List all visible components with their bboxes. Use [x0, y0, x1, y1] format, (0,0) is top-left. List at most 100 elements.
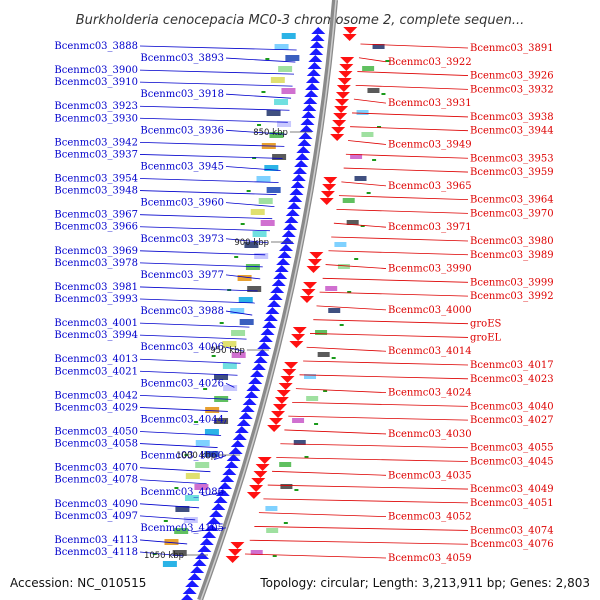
left-gene-label[interactable]: Bcenmc03_3910: [54, 77, 138, 88]
right-gene-label[interactable]: Bcenmc03_3971: [388, 222, 472, 233]
right-gene-label[interactable]: Bcenmc03_4027: [470, 415, 554, 426]
left-gene-label[interactable]: Bcenmc03_3942: [54, 137, 138, 148]
left-gene-label[interactable]: Bcenmc03_4060: [140, 451, 224, 462]
right-gene-label[interactable]: Bcenmc03_3953: [470, 153, 554, 164]
right-gene-label[interactable]: Bcenmc03_4059: [388, 553, 472, 564]
left-gene-label[interactable]: Bcenmc03_4044: [140, 414, 224, 425]
right-gene-label[interactable]: Bcenmc03_3980: [470, 236, 554, 247]
feature-box: [231, 352, 246, 358]
feature-dot: [261, 91, 266, 93]
forward-gene-arrow: [222, 468, 237, 475]
right-gene-label[interactable]: Bcenmc03_4014: [388, 346, 472, 357]
left-gene-label[interactable]: Bcenmc03_4001: [54, 318, 138, 329]
left-gene-label[interactable]: Bcenmc03_4006: [140, 342, 224, 353]
right-gene-label[interactable]: Bcenmc03_3964: [470, 195, 554, 206]
left-gene-label[interactable]: Bcenmc03_4021: [54, 366, 138, 377]
right-gene-label[interactable]: groEL: [470, 332, 502, 343]
left-gene-label[interactable]: Bcenmc03_3936: [140, 125, 224, 136]
right-gene-label[interactable]: Bcenmc03_3932: [470, 84, 554, 95]
right-gene-label[interactable]: Bcenmc03_4000: [388, 305, 472, 316]
right-gene-label[interactable]: Bcenmc03_3989: [470, 250, 554, 261]
left-gene-label[interactable]: Bcenmc03_3994: [54, 330, 138, 341]
feature-dot: [331, 357, 336, 359]
left-gene-label[interactable]: Bcenmc03_4113: [54, 535, 138, 546]
right-gene-label[interactable]: Bcenmc03_3931: [388, 98, 472, 109]
feature-box: [250, 209, 265, 215]
right-gene-label[interactable]: Bcenmc03_4076: [470, 539, 554, 550]
right-gene-label[interactable]: Bcenmc03_4035: [388, 470, 472, 481]
forward-gene-arrow: [255, 349, 270, 356]
left-gene-label[interactable]: Bcenmc03_3977: [140, 270, 224, 281]
left-gene-label[interactable]: Bcenmc03_4013: [54, 354, 138, 365]
left-gene-label[interactable]: Bcenmc03_3918: [140, 89, 224, 100]
right-gene-label[interactable]: Bcenmc03_3959: [470, 167, 554, 178]
right-gene-label[interactable]: Bcenmc03_4017: [470, 360, 554, 371]
left-gene-label[interactable]: Bcenmc03_3923: [54, 101, 138, 112]
left-gene-label[interactable]: Bcenmc03_4078: [54, 475, 138, 486]
right-gene-label[interactable]: Bcenmc03_3999: [470, 277, 554, 288]
right-gene-label[interactable]: Bcenmc03_4045: [470, 457, 554, 468]
left-gene-label[interactable]: Bcenmc03_3993: [54, 294, 138, 305]
right-gene-label[interactable]: Bcenmc03_3922: [388, 57, 472, 68]
left-gene-label[interactable]: Bcenmc03_4058: [54, 439, 138, 450]
right-gene-label[interactable]: Bcenmc03_3992: [470, 291, 554, 302]
left-gene-label[interactable]: Bcenmc03_3966: [54, 222, 138, 233]
left-gene-label[interactable]: Bcenmc03_3988: [140, 306, 224, 317]
left-gene-label[interactable]: Bcenmc03_3973: [140, 234, 224, 245]
left-gene-label[interactable]: Bcenmc03_3930: [54, 113, 138, 124]
forward-gene-arrow: [295, 153, 310, 160]
reverse-gene-arrow: [228, 549, 243, 556]
left-gene-label[interactable]: Bcenmc03_4097: [54, 511, 138, 522]
right-gene-label[interactable]: Bcenmc03_4023: [470, 374, 554, 385]
left-gene-label[interactable]: Bcenmc03_4042: [54, 390, 138, 401]
feature-box: [272, 154, 287, 160]
right-leader-line: [313, 319, 469, 325]
feature-box: [281, 33, 296, 39]
left-gene-label[interactable]: Bcenmc03_4090: [54, 499, 138, 510]
left-gene-label[interactable]: Bcenmc03_3978: [54, 258, 138, 269]
reverse-gene-arrow: [337, 78, 352, 85]
right-gene-label[interactable]: Bcenmc03_4040: [470, 401, 554, 412]
left-gene-label[interactable]: Bcenmc03_3888: [54, 41, 138, 52]
left-gene-label[interactable]: Bcenmc03_4050: [54, 427, 138, 438]
left-gene-label[interactable]: Bcenmc03_4086: [140, 487, 224, 498]
right-gene-label[interactable]: Bcenmc03_3990: [388, 264, 472, 275]
left-gene-label[interactable]: Bcenmc03_3945: [140, 161, 224, 172]
right-gene-label[interactable]: Bcenmc03_3965: [388, 181, 472, 192]
right-leader-line: [347, 140, 387, 145]
reverse-gene-arrow: [246, 492, 261, 499]
right-gene-label[interactable]: Bcenmc03_4024: [388, 388, 472, 399]
right-gene-label[interactable]: groES: [470, 319, 502, 330]
left-gene-label[interactable]: Bcenmc03_4105: [140, 523, 224, 534]
left-gene-label[interactable]: Bcenmc03_4118: [54, 547, 138, 558]
right-gene-label[interactable]: Bcenmc03_4074: [470, 525, 554, 536]
right-gene-label[interactable]: Bcenmc03_4052: [388, 512, 472, 523]
forward-gene-arrow: [308, 55, 323, 62]
right-gene-label[interactable]: Bcenmc03_4049: [470, 484, 554, 495]
feature-box: [266, 110, 281, 116]
left-gene-label[interactable]: Bcenmc03_4029: [54, 402, 138, 413]
left-gene-label[interactable]: Bcenmc03_3948: [54, 186, 138, 197]
right-gene-label[interactable]: Bcenmc03_4055: [470, 443, 554, 454]
left-gene-label[interactable]: Bcenmc03_4026: [140, 378, 224, 389]
left-gene-label[interactable]: Bcenmc03_3981: [54, 282, 138, 293]
right-gene-label[interactable]: Bcenmc03_3944: [470, 126, 554, 137]
right-gene-label[interactable]: Bcenmc03_3926: [470, 71, 554, 82]
feature-box: [204, 429, 219, 435]
left-gene-label[interactable]: Bcenmc03_3960: [140, 198, 224, 209]
left-gene-label[interactable]: Bcenmc03_3967: [54, 210, 138, 221]
right-gene-label[interactable]: Bcenmc03_4030: [388, 429, 472, 440]
right-gene-label[interactable]: Bcenmc03_3891: [470, 43, 554, 54]
feature-box: [184, 495, 199, 501]
left-gene-label[interactable]: Bcenmc03_4070: [54, 463, 138, 474]
left-gene-label[interactable]: Bcenmc03_3954: [54, 174, 138, 185]
right-gene-label[interactable]: Bcenmc03_4051: [470, 498, 554, 509]
left-gene-label[interactable]: Bcenmc03_3893: [140, 53, 224, 64]
right-gene-label[interactable]: Bcenmc03_3938: [470, 112, 554, 123]
left-gene-label[interactable]: Bcenmc03_3937: [54, 149, 138, 160]
right-gene-label[interactable]: Bcenmc03_3970: [470, 208, 554, 219]
left-gene-label[interactable]: Bcenmc03_3900: [54, 65, 138, 76]
right-gene-label[interactable]: Bcenmc03_3949: [388, 139, 472, 150]
left-leader-line: [139, 370, 238, 376]
left-gene-label[interactable]: Bcenmc03_3969: [54, 246, 138, 257]
